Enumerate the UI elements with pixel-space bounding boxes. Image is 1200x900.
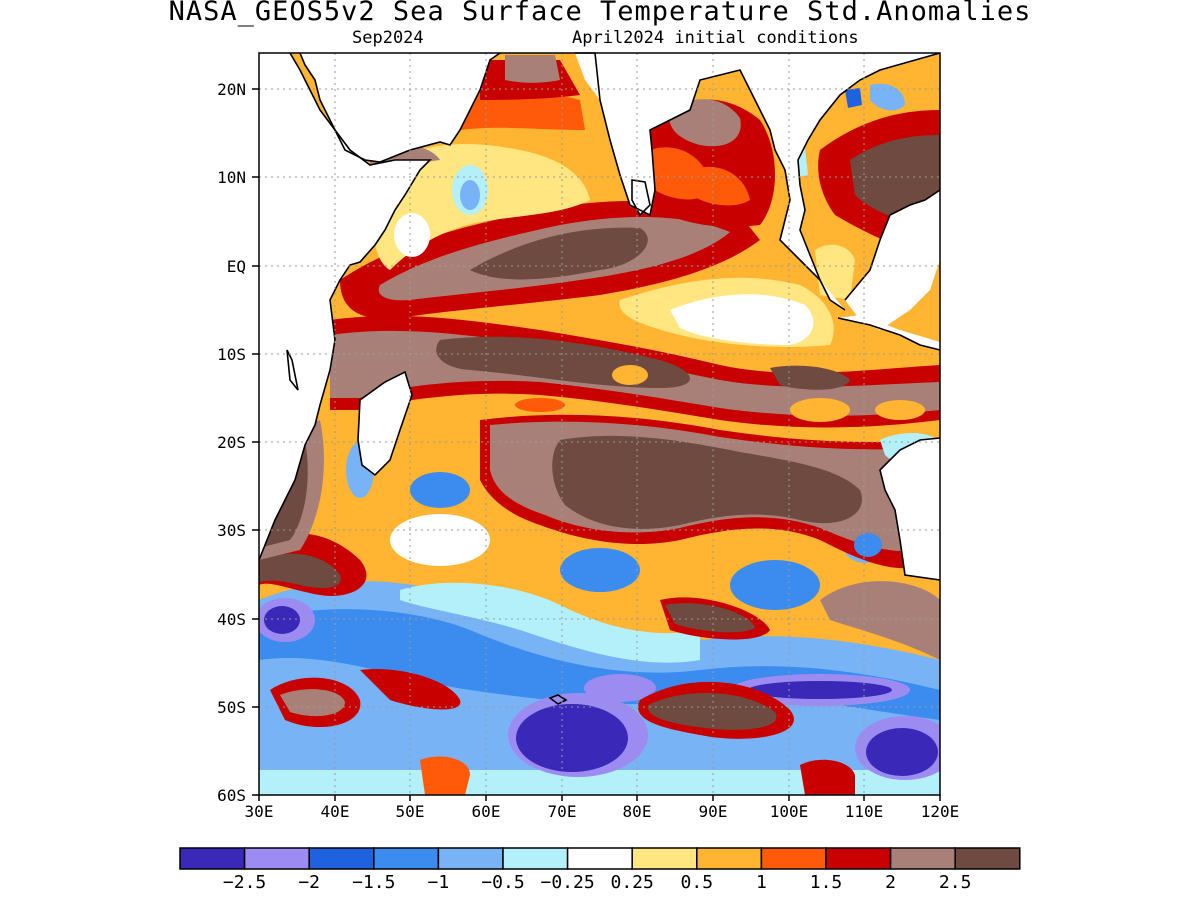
colorbar-tick-label: −1.5 (352, 872, 396, 893)
colorbar-swatch (696, 847, 763, 870)
lat-label-20n: 20N (217, 80, 246, 99)
lat-label-60s: 60S (217, 786, 246, 805)
colorbar-swatch (308, 847, 375, 870)
colorbar-tick-label: −2.5 (222, 872, 267, 893)
lat-label-30s: 30S (217, 521, 246, 540)
colorbar-tick-label: 2.5 (938, 872, 972, 893)
lon-label-90e: 90E (698, 802, 728, 821)
axis-ticks (252, 88, 941, 801)
colorbar-swatch (825, 847, 892, 870)
forecast-month: Sep2024 (352, 28, 424, 48)
lon-label-50e: 50E (395, 802, 425, 821)
initial-conditions: April2024 initial conditions (572, 28, 859, 48)
lat-label-10n: 10N (217, 168, 246, 187)
colorbar-tick-label: 0.5 (680, 872, 714, 893)
colorbar-tick-label: −0.5 (481, 872, 525, 893)
graticule (259, 53, 940, 795)
colorbar-tick-label: −1 (427, 872, 450, 893)
lat-label-eq: EQ (226, 257, 246, 276)
colorbar (179, 847, 1021, 870)
lat-label-50s: 50S (217, 698, 246, 717)
lat-label-20s: 20S (217, 433, 246, 452)
colorbar-swatch (566, 847, 633, 870)
lon-label-110e: 110E (844, 802, 884, 821)
lon-label-120e: 120E (920, 802, 960, 821)
colorbar-swatch (631, 847, 698, 870)
lat-label-40s: 40S (217, 610, 246, 629)
colorbar-swatch (889, 847, 956, 870)
colorbar-tick-label: −2 (298, 872, 321, 893)
coastlines (258, 52, 941, 705)
colorbar-tick-label: 0.25 (610, 872, 654, 893)
colorbar-swatch (954, 847, 1021, 870)
colorbar-swatch (179, 847, 246, 870)
lon-label-70e: 70E (547, 802, 577, 821)
anomaly-field (259, 53, 940, 795)
colorbar-swatch (760, 847, 827, 870)
colorbar-tick-label: −0.25 (540, 872, 595, 893)
colorbar-swatch (437, 847, 504, 870)
map-frame (258, 52, 941, 796)
colorbar-tick-label: 1 (755, 872, 767, 893)
lon-label-60e: 60E (471, 802, 501, 821)
lon-label-80e: 80E (622, 802, 652, 821)
colorbar-tick-label: 1.5 (809, 872, 843, 893)
colorbar-swatch (502, 847, 569, 870)
lon-label-30e: 30E (244, 802, 274, 821)
lon-label-100e: 100E (769, 802, 809, 821)
lon-label-40e: 40E (320, 802, 350, 821)
colorbar-swatch (243, 847, 310, 870)
map-title: NASA_GEOS5v2 Sea Surface Temperature Std… (168, 0, 1032, 27)
lat-label-10s: 10S (217, 345, 246, 364)
colorbar-swatch (373, 847, 440, 870)
colorbar-tick-label: 2 (885, 872, 897, 893)
